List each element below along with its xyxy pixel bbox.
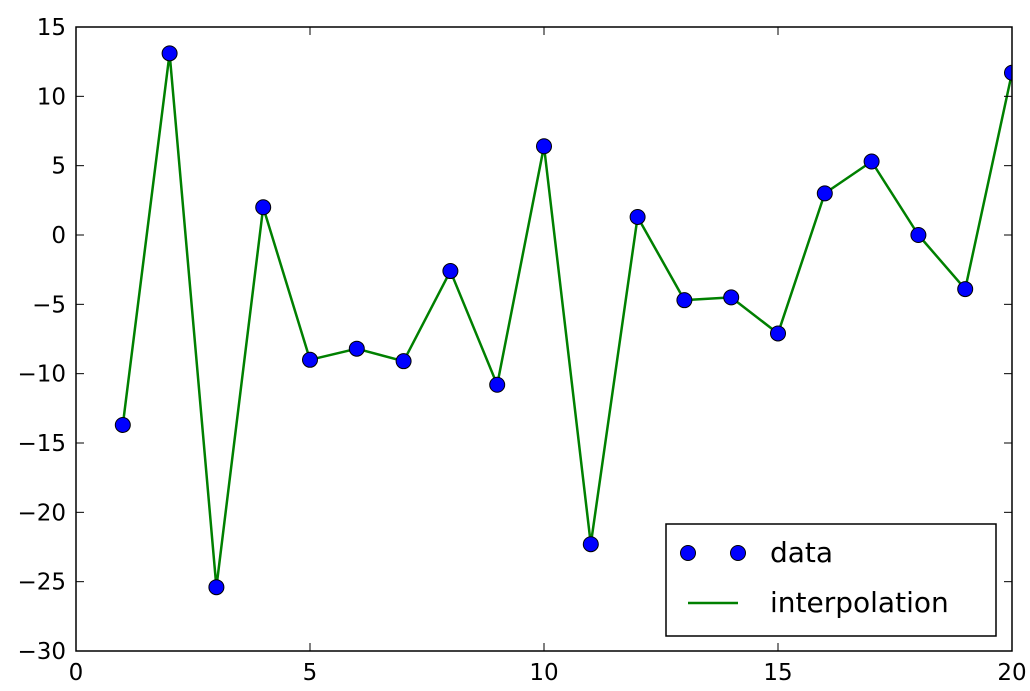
plot-area: [114, 45, 1012, 596]
y-tick-label: 10: [37, 84, 66, 110]
data-point: [302, 351, 318, 368]
data-point: [114, 416, 131, 433]
y-tick-label: −10: [17, 362, 66, 388]
x-tick-label: 20: [997, 660, 1026, 686]
interpolation-line: [121, 52, 1012, 589]
y-tick-label: −5: [32, 292, 66, 318]
y-tick-label: 0: [51, 223, 66, 249]
data-point: [489, 376, 506, 393]
data-point: [770, 325, 786, 342]
data-point: [582, 536, 599, 553]
data-point: [723, 289, 740, 306]
axes: 0 5 10 15 20 15 10 5 0 −5 −10 −15 −20 −25 −30: [17, 15, 1026, 686]
y-tick-label: 15: [37, 15, 66, 41]
data-point: [957, 281, 974, 298]
y-tick-label: −15: [17, 431, 66, 457]
x-tick-label: 15: [763, 660, 792, 686]
legend: data interpolation: [665, 523, 997, 637]
data-point: [208, 579, 225, 596]
data-point: [816, 185, 833, 202]
data-point: [863, 153, 880, 170]
y-tick-label: −20: [17, 500, 66, 526]
data-point: [395, 353, 412, 370]
legend-label-data: data: [770, 536, 833, 569]
data-point: [910, 227, 927, 243]
y-tick-label: −25: [17, 570, 66, 596]
data-point: [442, 263, 459, 280]
x-tick-label: 0: [69, 660, 84, 686]
data-point: [676, 292, 693, 309]
data-point: [255, 199, 272, 216]
legend-marker-data: [730, 545, 746, 561]
legend-label-interpolation: interpolation: [770, 586, 949, 619]
data-point: [348, 340, 365, 357]
legend-box: [665, 523, 997, 637]
data-point: [629, 208, 646, 225]
data-point: [161, 45, 178, 62]
data-point: [536, 138, 552, 155]
legend-marker-data: [680, 545, 696, 561]
x-tick-label: 10: [529, 660, 558, 686]
data-point: [1004, 64, 1012, 81]
y-tick-label: −30: [17, 639, 66, 665]
y-tick-label: 5: [51, 154, 66, 180]
x-tick-label: 5: [303, 660, 318, 686]
